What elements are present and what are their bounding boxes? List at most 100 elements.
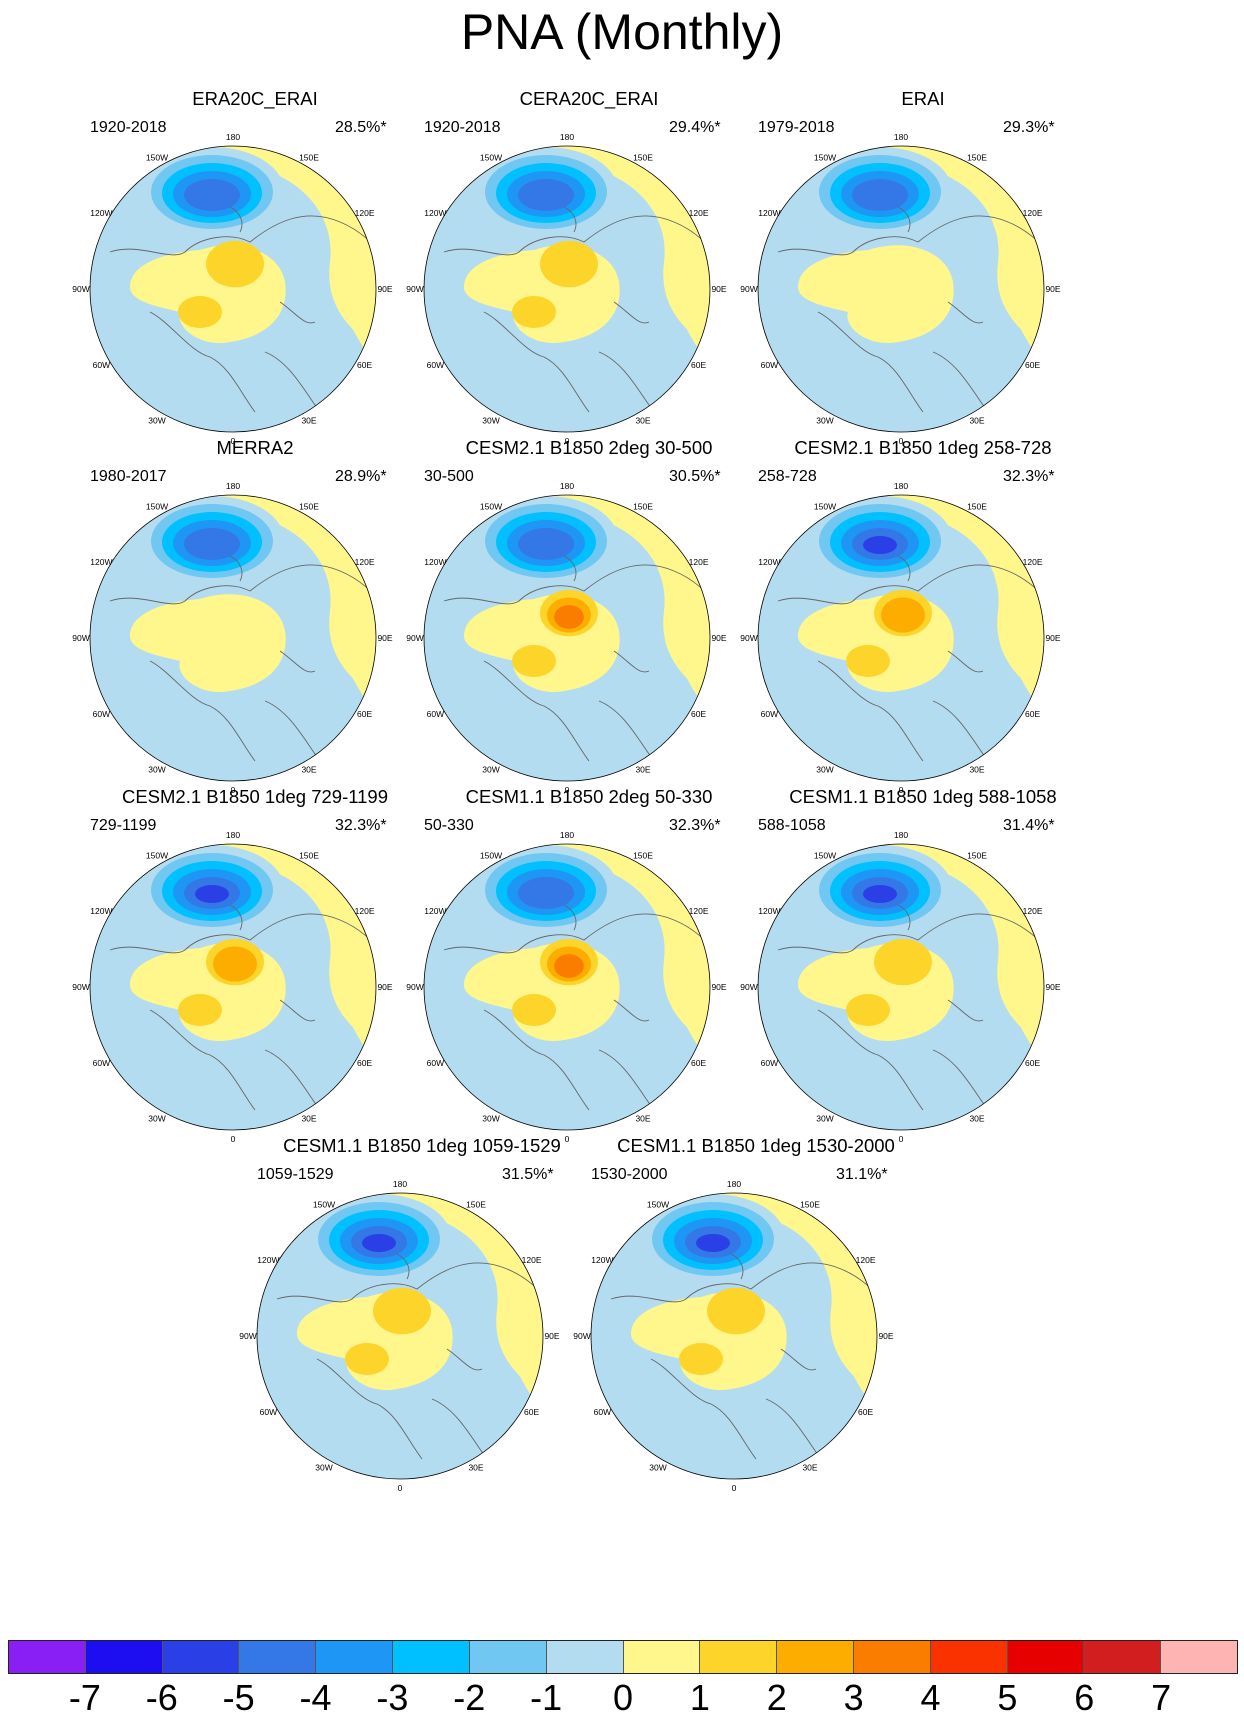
longitude-label: 90E	[878, 1331, 893, 1341]
longitude-label: 90E	[1045, 982, 1060, 992]
longitude-label: 150E	[800, 1199, 820, 1209]
longitude-label: 120E	[856, 1255, 876, 1265]
positive-anomaly	[178, 296, 222, 328]
longitude-label: 30E	[301, 416, 316, 426]
longitude-label: 150E	[299, 501, 319, 511]
longitude-label: 60W	[93, 1058, 110, 1068]
longitude-label: 0	[565, 436, 570, 446]
positive-region	[758, 146, 1044, 432]
positive-anomaly	[554, 605, 584, 629]
polar-map: 180 150E 120E 90E 60E 30E 0 30W 60W 90W 120W 150W	[740, 830, 1061, 1144]
longitude-label: 0	[231, 785, 236, 795]
longitude-label: 150W	[313, 1199, 335, 1209]
longitude-label: 60W	[761, 1058, 778, 1068]
colorbar-swatch	[546, 1641, 624, 1673]
polar-map: 180 150E 120E 90E 60E 30E 0 30W 60W 90W 120W 150W	[740, 481, 1061, 795]
map-panel: CESM1.1 B1850 2deg 50-330 50-330 32.3%* 180…	[406, 786, 784, 1161]
positive-anomaly	[846, 645, 890, 677]
longitude-label: 150E	[633, 152, 653, 162]
longitude-label: 0	[398, 1483, 403, 1493]
longitude-label: 180	[560, 830, 574, 840]
longitude-label: 60E	[524, 1407, 539, 1417]
longitude-label: 150E	[466, 1199, 486, 1209]
longitude-label: 0	[899, 1134, 904, 1144]
longitude-label: 30E	[301, 765, 316, 775]
longitude-label: 90W	[740, 633, 757, 643]
polar-map: 180 150E 120E 90E 60E 30E 0 30W 60W 90W 120W 150W	[406, 830, 727, 1144]
longitude-label: 30E	[468, 1463, 483, 1473]
positive-anomaly	[512, 296, 556, 328]
positive-anomaly	[846, 994, 890, 1026]
map-boundary	[423, 843, 711, 1131]
panel-variance-explained: 32.3%*	[335, 817, 387, 834]
negative-anomaly	[863, 885, 897, 903]
longitude-label: 60W	[761, 360, 778, 370]
longitude-label: 120W	[424, 557, 446, 567]
longitude-label: 60W	[594, 1407, 611, 1417]
colorbar-tick-label: 0	[612, 1677, 634, 1718]
map-panel: CESM2.1 B1850 2deg 30-500 30-500 30.5%* 180…	[406, 437, 784, 812]
polar-map: 180 150E 120E 90E 60E 30E 0 30W 60W 90W 120W 150W	[406, 132, 727, 446]
panel-period: 1980-2017	[90, 468, 167, 485]
panel-title: CESM1.1 B1850 2deg 50-330	[465, 786, 713, 807]
colorbar-swatch	[393, 1641, 470, 1673]
colorbar-tick-label: -4	[299, 1677, 332, 1718]
longitude-label: 180	[727, 1179, 741, 1189]
longitude-label: 60E	[691, 709, 706, 719]
longitude-label: 150W	[647, 1199, 669, 1209]
negative-anomaly	[518, 877, 574, 909]
panel-title: CESM1.1 B1850 1deg 1059-1529	[283, 1135, 561, 1156]
colorbar-swatch	[777, 1641, 854, 1673]
longitude-label: 120E	[1023, 906, 1043, 916]
longitude-label: 30W	[148, 416, 165, 426]
positive-anomaly	[206, 240, 264, 288]
longitude-label: 30W	[482, 765, 499, 775]
positive-anomaly	[373, 1287, 431, 1335]
positive-region	[424, 495, 710, 781]
longitude-label: 120E	[1023, 557, 1043, 567]
contour-field	[758, 146, 1044, 432]
colorbar-swatch	[1007, 1641, 1085, 1673]
map-boundary	[757, 145, 1045, 433]
colorbar-tick-label: -2	[453, 1677, 486, 1718]
longitude-label: 90E	[377, 633, 392, 643]
longitude-label: 120E	[522, 1255, 542, 1265]
contour-field	[90, 844, 376, 1130]
map-panel: CESM2.1 B1850 1deg 729-1199 729-1199 32.3%…	[72, 786, 450, 1161]
map-boundary	[89, 843, 377, 1131]
panel-period: 1979-2018	[758, 119, 835, 136]
colorbar-swatch	[316, 1641, 394, 1673]
map-boundary	[757, 494, 1045, 782]
longitude-label: 120W	[90, 906, 112, 916]
longitude-label: 180	[226, 481, 240, 491]
longitude-label: 30E	[635, 765, 650, 775]
longitude-label: 0	[565, 1134, 570, 1144]
colorbar-swatch	[1084, 1641, 1162, 1673]
longitude-label: 60E	[858, 1407, 873, 1417]
longitude-label: 90W	[239, 1331, 256, 1341]
contour-field	[424, 495, 710, 781]
map-boundary	[423, 494, 711, 782]
longitude-label: 180	[560, 132, 574, 142]
panel-title: CERA20C_ERAI	[519, 88, 659, 109]
map-panel: ERA20C_ERAI 1920-2018 28.5%* 180 150E 120E 90E…	[72, 88, 450, 463]
panel-variance-explained: 28.9%*	[335, 468, 387, 485]
longitude-label: 30W	[649, 1463, 666, 1473]
colorbar-swatch	[1161, 1641, 1237, 1673]
longitude-label: 60E	[357, 709, 372, 719]
longitude-label: 120E	[355, 906, 375, 916]
negative-anomaly	[852, 179, 908, 211]
panel-period: 258-728	[758, 468, 817, 485]
colorbar-swatch	[853, 1641, 931, 1673]
panel-variance-explained: 32.3%*	[669, 817, 721, 834]
positive-anomaly	[130, 594, 286, 693]
longitude-label: 150W	[814, 850, 836, 860]
contour-field	[257, 1193, 543, 1479]
positive-anomaly	[512, 645, 556, 677]
colorbar-swatch	[930, 1641, 1008, 1673]
longitude-label: 120E	[689, 208, 709, 218]
longitude-label: 60W	[427, 709, 444, 719]
longitude-label: 30W	[816, 765, 833, 775]
longitude-label: 90W	[72, 982, 89, 992]
longitude-label: 90W	[573, 1331, 590, 1341]
